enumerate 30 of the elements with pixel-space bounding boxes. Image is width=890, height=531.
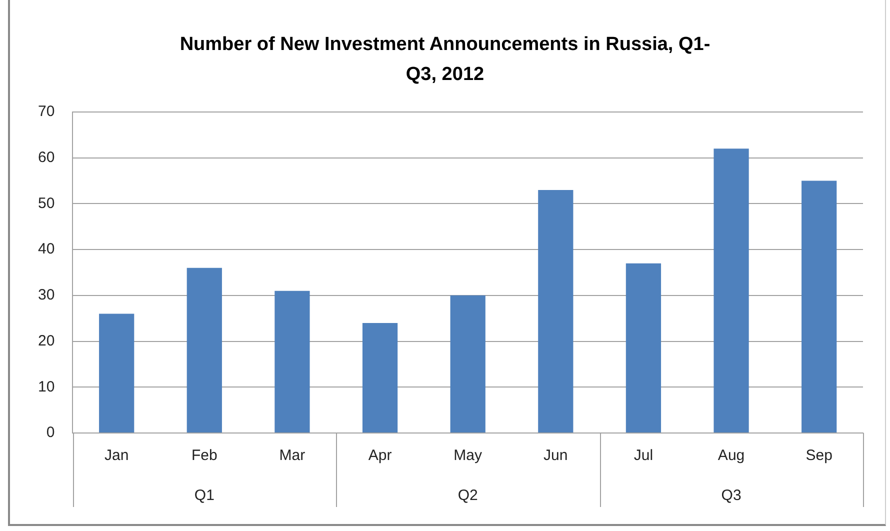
bar xyxy=(274,290,310,432)
chart-title: Number of New Investment Announcements in Russia, Q1-Q3, 2012 xyxy=(178,33,712,87)
y-tick-label: 30 xyxy=(38,286,55,304)
x-tick-label: Mar xyxy=(279,447,306,464)
text: Q3 xyxy=(721,487,742,504)
bar xyxy=(802,180,837,432)
text: Q2 xyxy=(458,487,478,504)
y-tick-label: 10 xyxy=(38,378,55,396)
x-tick-label: Apr xyxy=(368,447,392,464)
y-tick-label: 20 xyxy=(38,332,55,350)
bar xyxy=(450,295,486,432)
text: Q1 xyxy=(194,487,214,504)
bar xyxy=(99,314,134,432)
bar xyxy=(714,148,749,432)
x-tick-label: Feb xyxy=(191,447,218,464)
x-tick-label: Jan xyxy=(104,447,129,464)
bar xyxy=(538,190,574,432)
bar xyxy=(626,263,662,432)
bar xyxy=(186,268,222,432)
y-tick-label: 70 xyxy=(38,103,55,120)
x-tick-label: Aug xyxy=(718,447,745,464)
x-tick-label: Jun xyxy=(544,447,568,464)
y-tick-label: 60 xyxy=(38,149,55,166)
x-tick-label: Jul xyxy=(634,447,654,464)
x-tick-label: May xyxy=(454,447,483,464)
y-tick-label: 40 xyxy=(38,240,55,258)
y-tick-label: 50 xyxy=(38,194,55,212)
y-tick-label: 0 xyxy=(46,424,55,442)
bar xyxy=(362,322,398,432)
x-tick-label: Sep xyxy=(806,447,832,464)
